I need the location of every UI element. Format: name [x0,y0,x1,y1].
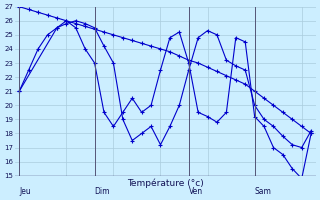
Text: Dim: Dim [95,187,110,196]
X-axis label: Température (°c): Température (°c) [127,179,204,188]
Text: Jeu: Jeu [19,187,31,196]
Text: Sam: Sam [255,187,271,196]
Text: Ven: Ven [189,187,203,196]
